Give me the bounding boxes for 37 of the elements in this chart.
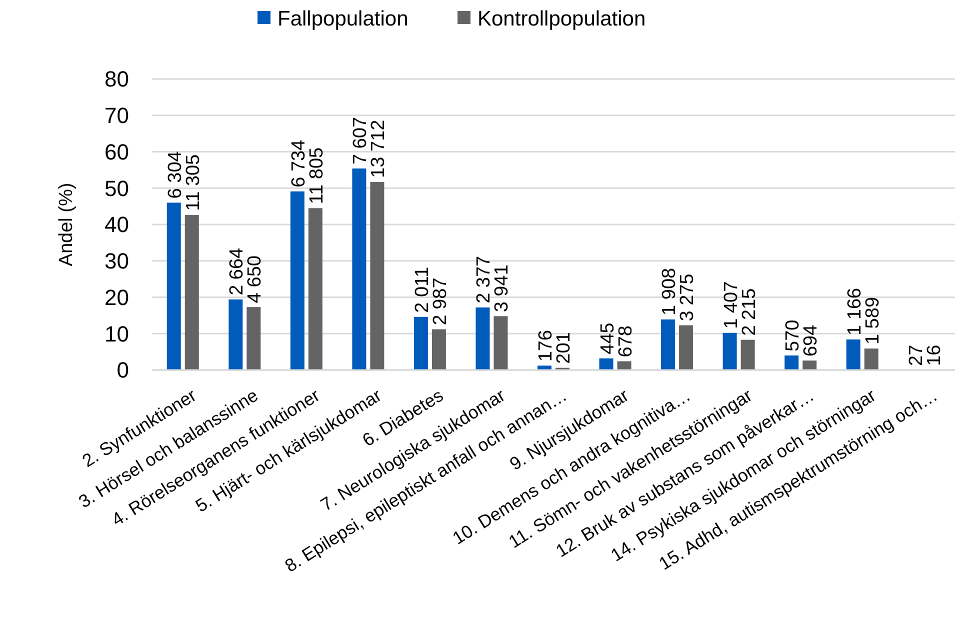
bar	[308, 208, 322, 370]
bar	[846, 339, 860, 370]
bar	[661, 319, 676, 370]
annotation: 176	[536, 330, 556, 362]
y-tick-label: 40	[104, 212, 129, 238]
bar	[617, 361, 632, 370]
y-axis-title: Andel (%)	[56, 182, 77, 266]
y-tick-label: 60	[104, 139, 129, 164]
y-tick-label: 50	[104, 176, 129, 201]
bar	[494, 316, 508, 370]
bar	[290, 191, 304, 370]
bar	[864, 348, 878, 370]
bar	[246, 307, 261, 370]
y-tick-label: 80	[104, 66, 129, 92]
bar	[679, 325, 694, 370]
bar	[599, 358, 614, 370]
bar	[228, 299, 243, 370]
bar	[802, 360, 817, 370]
annotation: 201	[554, 332, 574, 364]
legend-label: Fallpopulation	[278, 7, 408, 30]
bar	[370, 182, 384, 370]
bar	[784, 355, 799, 370]
y-tick-label: 0	[116, 358, 129, 383]
bar	[166, 202, 181, 370]
bar	[722, 332, 737, 370]
bar	[432, 329, 446, 370]
y-tick-label: 10	[104, 321, 129, 346]
y-tick-label: 20	[104, 284, 129, 310]
bar	[740, 340, 755, 370]
bar	[476, 307, 490, 370]
y-tick-label: 30	[104, 248, 129, 274]
legend-label: Kontrollpopulation	[478, 7, 646, 30]
bar	[352, 168, 366, 370]
bar	[184, 215, 199, 370]
y-tick-label: 70	[104, 103, 129, 128]
bar	[538, 366, 552, 370]
bar	[414, 316, 428, 370]
